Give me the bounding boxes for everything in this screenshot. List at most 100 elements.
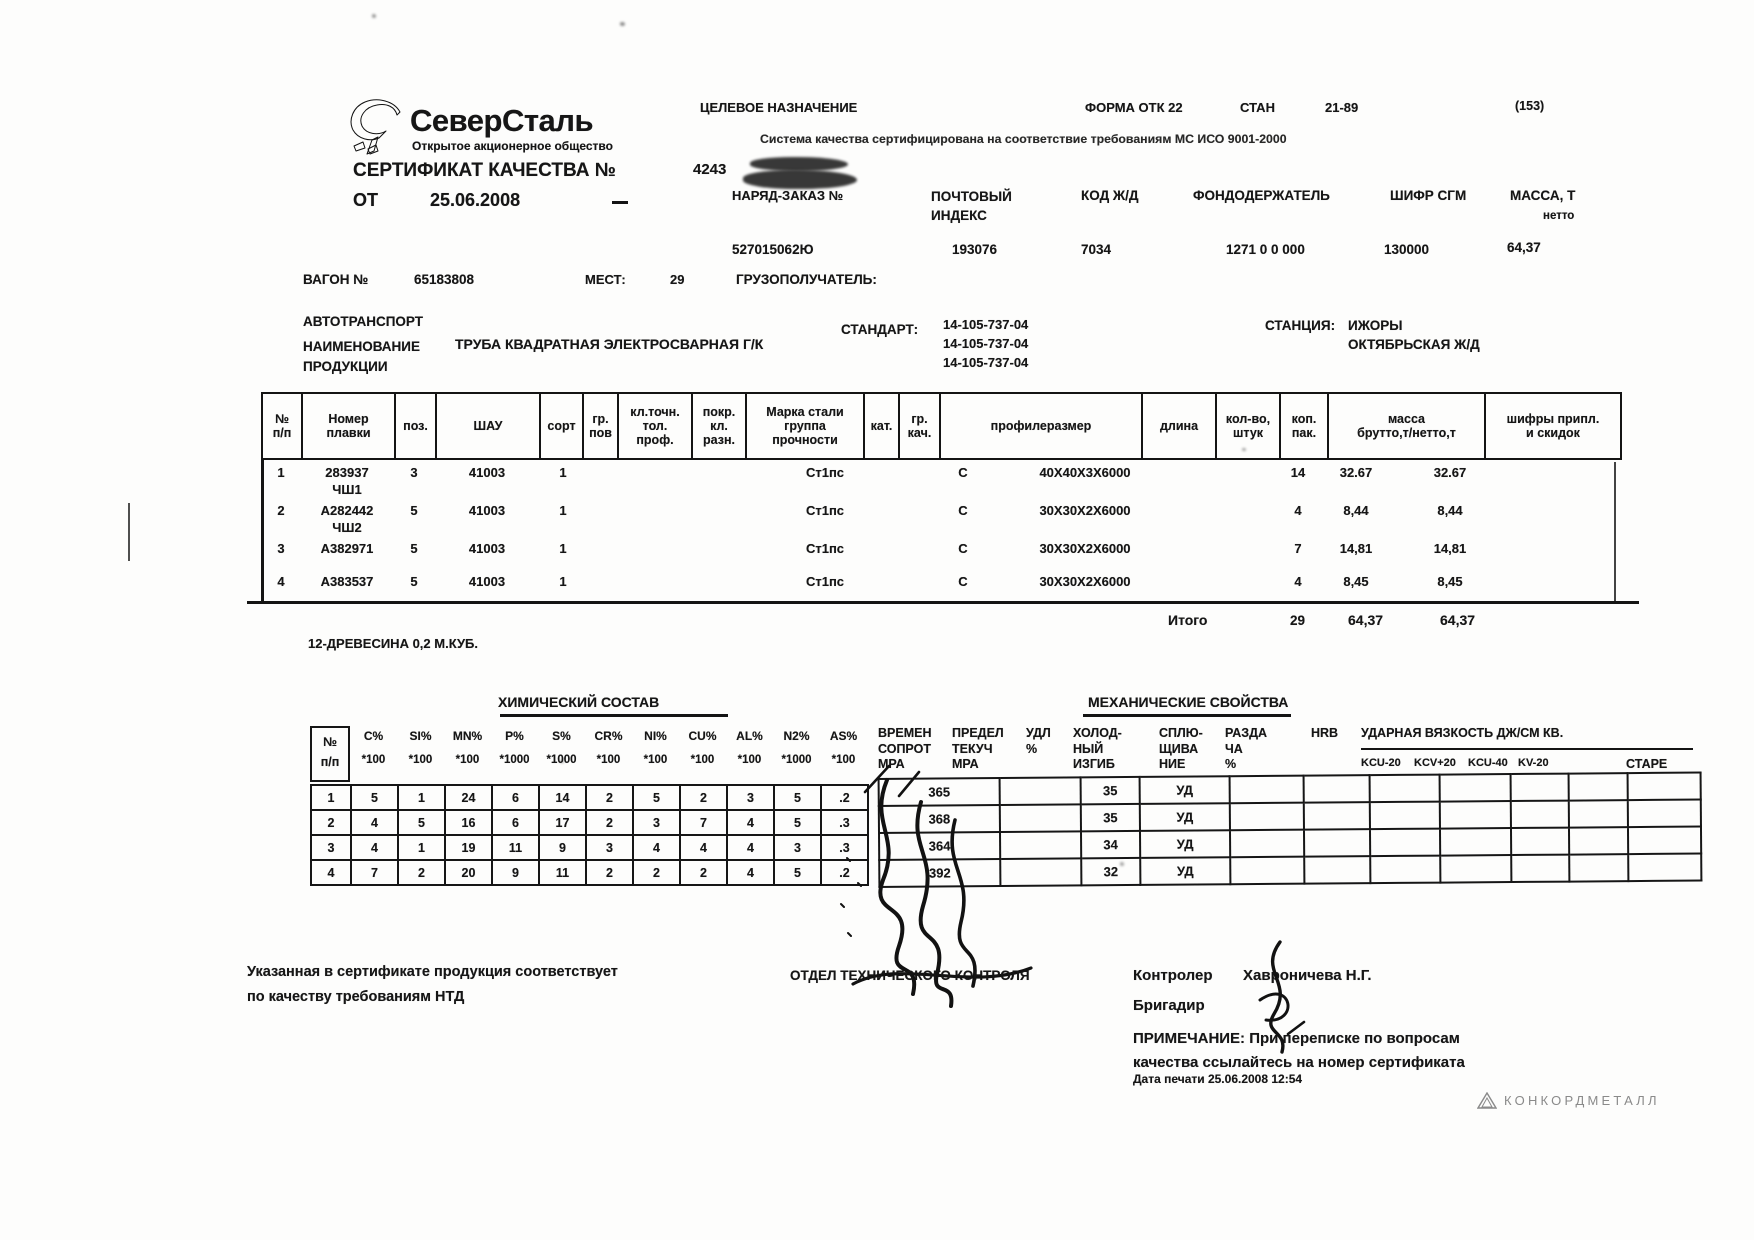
wagon-label: ВАГОН № — [303, 272, 369, 287]
table-cell: 283937 ЧШ1 — [325, 465, 369, 497]
main-header-cell: гр. пов — [584, 394, 619, 458]
table-cell: 9 — [491, 859, 540, 886]
table-cell: 1 — [559, 574, 567, 589]
table-cell: 16 — [444, 809, 493, 836]
ink-smudge — [750, 157, 848, 171]
table-row: 2 4 5 16 6 17 2 3 7 4 5.3 — [310, 809, 869, 836]
table-cell: 5 — [397, 809, 446, 836]
table-cell: 3 — [410, 465, 418, 480]
naryad-value: 527015062Ю — [732, 242, 814, 257]
shifr-label: ШИФР СГМ — [1390, 188, 1467, 203]
mech-title-underline — [1083, 714, 1291, 717]
table-right-border — [1614, 462, 1616, 604]
table-cell — [1510, 773, 1569, 802]
table-cell: 5 — [773, 784, 822, 811]
chem-element-name: CR% — [594, 729, 623, 743]
table-cell — [1440, 855, 1512, 883]
chem-element-name: AS% — [829, 729, 858, 743]
main-header-cell: масса брутто,т/нетто,т — [1329, 394, 1486, 458]
table-cell: 2 — [585, 784, 634, 811]
chem-num-header: № п/п — [310, 726, 350, 782]
main-header-cell: кл.точн. тол. проф. — [619, 394, 693, 458]
chem-title: ХИМИЧЕСКИЙ СОСТАВ — [498, 694, 660, 710]
impact-subheader: KCU-40 — [1468, 757, 1508, 769]
chem-element-multiplier: *100 — [455, 754, 480, 766]
scan-speckle — [1120, 862, 1124, 866]
table-cell: 8,45 — [1343, 574, 1369, 589]
chem-element-name: NI% — [644, 729, 667, 743]
table-cell — [1229, 829, 1305, 858]
chem-element-multiplier: *100 — [690, 754, 715, 766]
table-cell — [1627, 826, 1702, 855]
chem-element-multiplier: *100 — [361, 754, 386, 766]
station-label: СТАНЦИЯ: — [1265, 318, 1336, 333]
table-cell: УД — [1139, 803, 1230, 831]
table-cell: 6 — [491, 809, 540, 836]
table-cell: 4 — [679, 834, 728, 861]
station-value: ИЖОРЫ — [1348, 318, 1403, 333]
table-cell: 14,81 — [1339, 541, 1373, 556]
chem-element-name: N2% — [783, 729, 810, 743]
table-cell: 3 — [277, 541, 285, 556]
table-cell — [1439, 801, 1511, 829]
table-cell: 5 — [410, 574, 418, 589]
table-cell — [1569, 854, 1629, 882]
table-cell: 32.67 — [1339, 465, 1373, 480]
table-cell: 14,81 — [1433, 541, 1467, 556]
table-cell: 2 — [585, 859, 634, 886]
mech-title: МЕХАНИЧЕСКИЕ СВОЙСТВА — [1088, 694, 1289, 710]
logo-subtitle: Открытое акционерное общество — [412, 139, 613, 153]
table-cell: 3 — [632, 809, 681, 836]
massa-label: МАССА, Т — [1510, 188, 1576, 203]
impact-title: УДАРНАЯ ВЯЗКОСТЬ ДЖ/СМ КВ. — [1361, 726, 1564, 740]
table-bottom-border — [247, 601, 1639, 604]
mech-header-cell: СПЛЮ- ЩИВА НИЕ — [1159, 726, 1203, 771]
table-cell: С — [958, 465, 968, 480]
table-cell: 41003 — [468, 541, 506, 556]
consignee-label: ГРУЗОПОЛУЧАТЕЛЬ: — [736, 272, 877, 287]
table-cell: 5 — [632, 784, 681, 811]
table-cell: 2 — [585, 809, 634, 836]
table-cell: 17 — [538, 809, 587, 836]
table-cell: Ст1пс — [805, 541, 845, 556]
standard-value: 14-105-737-04 — [943, 317, 1029, 332]
table-cell — [1628, 853, 1702, 882]
chem-element-multiplier: *100 — [596, 754, 621, 766]
standard-value: 14-105-737-04 — [943, 355, 1029, 370]
mech-header-cell: HRB — [1311, 726, 1339, 740]
table-cell — [1303, 829, 1371, 857]
table-cell: 24 — [444, 784, 493, 811]
table-cell: 5 — [410, 503, 418, 518]
table-cell — [1568, 773, 1628, 801]
table-cell: .3 — [820, 809, 869, 836]
scan-artifact-line — [128, 503, 130, 561]
table-cell: 4 — [277, 574, 285, 589]
table-cell: 4 — [726, 809, 775, 836]
rail-code-value: 7034 — [1081, 242, 1112, 257]
postal-value: 193076 — [952, 242, 998, 257]
table-cell: 8,44 — [1437, 503, 1463, 518]
handwritten-signature — [840, 764, 1033, 1008]
mech-header-cell: РАЗДА ЧА % — [1225, 726, 1268, 771]
table-cell: 7 — [1294, 541, 1302, 556]
naryad-label: НАРЯД-ЗАКАЗ № — [732, 188, 844, 203]
chem-element-name: SI% — [409, 729, 432, 743]
table-cell: 34 — [1080, 830, 1141, 859]
stare-label: СТАРЕ — [1626, 757, 1668, 771]
chem-element-name: CU% — [688, 729, 717, 743]
table-left-border — [261, 458, 264, 604]
table-cell: А282442 ЧШ2 — [320, 503, 374, 535]
chem-table: 1 5 1 24 6 14 2 5 2 3 5.2 2 4 5 16 6 17 2 3 7 4 5.3 3 4 1 19 11 9 3 4… — [310, 784, 869, 886]
table-cell: 1 — [559, 503, 567, 518]
brand-watermark: КОНКОРДМЕТАЛЛ — [1504, 1093, 1660, 1108]
product-name-label: НАИМЕНОВАНИЕ ПРОДУКЦИИ — [303, 339, 420, 374]
table-cell — [1229, 775, 1304, 804]
impact-subheader: KCV+20 — [1414, 757, 1456, 769]
main-header-cell: коп. пак. — [1281, 394, 1329, 458]
logo-title: СеверСталь — [410, 103, 594, 138]
chem-element-multiplier: *100 — [408, 754, 433, 766]
table-cell: С — [958, 541, 968, 556]
table-cell: 3 — [310, 834, 352, 861]
wood-note: 12-ДРЕВЕСИНА 0,2 М.КУБ. — [308, 636, 478, 651]
